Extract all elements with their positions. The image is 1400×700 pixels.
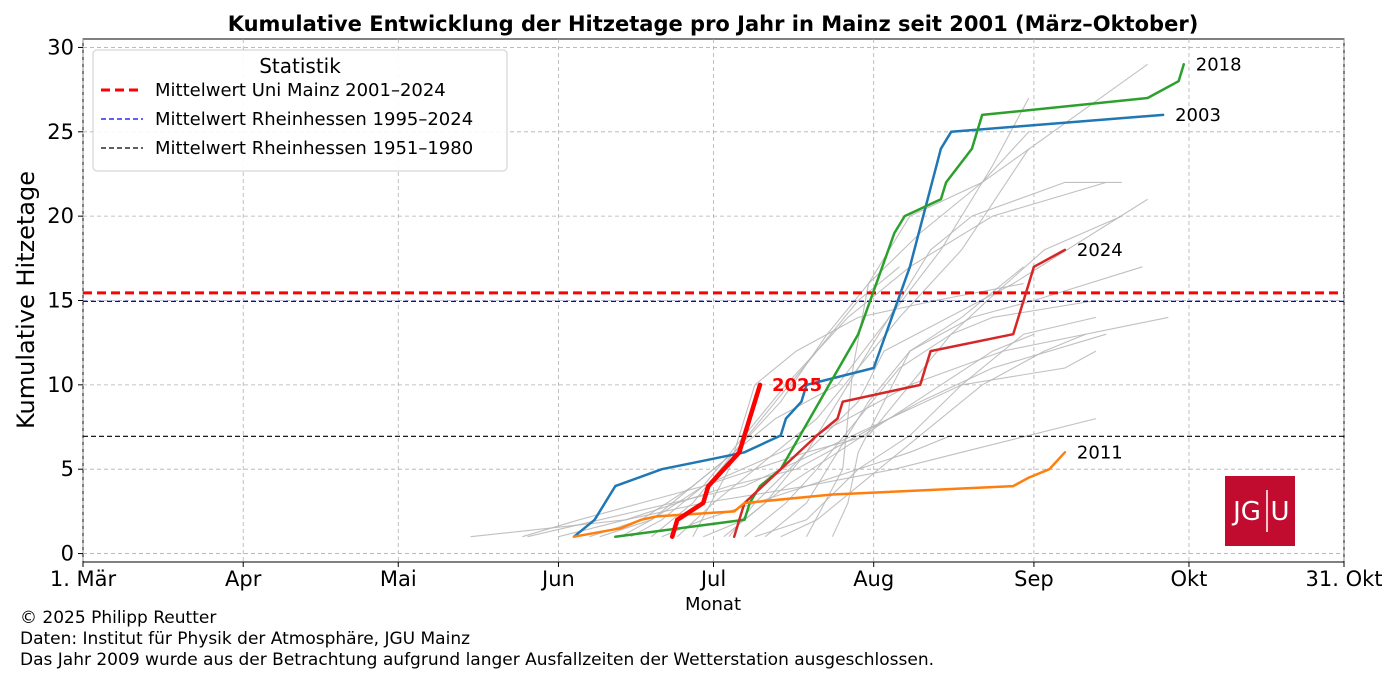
reference-lines [83,291,1344,437]
legend-title: Statistik [259,54,341,78]
x-axis-label: Monat [685,594,741,615]
series-label-2011: 2011 [1077,442,1123,463]
y-axis-ticks: 0 5 10 15 20 25 30 [47,35,83,566]
series-line-2025 [669,382,763,539]
logo-background [1225,476,1295,546]
series-labels: 2003 2018 2024 2011 2025 [772,54,1242,463]
legend-entry-label: Mittelwert Rheinhessen 1951–1980 [155,138,473,159]
x-tick-label: Okt [1170,567,1207,591]
x-tick-label: 1. Mär [50,567,117,591]
y-tick-label: 15 [47,289,74,313]
chart-title: Kumulative Entwicklung der Hitzetage pro… [228,12,1199,36]
background-year-line [589,266,900,538]
y-tick-label: 10 [47,373,74,397]
legend-entry-label: Mittelwert Rheinhessen 1995–2024 [155,109,473,130]
footer-copyright: © 2025 Philipp Reutter [20,608,216,628]
y-axis-label: Kumulative Hitzetage [12,171,40,429]
series-label-2024: 2024 [1077,240,1123,261]
legend-box [92,49,508,172]
background-year-line [661,434,952,538]
background-year-line [754,316,1097,538]
y-tick-label: 20 [47,204,74,228]
legend-entries: Mittelwert Uni Mainz 2001–2024 Mittelwert… [101,80,473,159]
series-line-2018 [614,63,1186,538]
logo-text-right: U [1270,497,1289,527]
legend-entry-label: Mittelwert Uni Mainz 2001–2024 [155,80,446,101]
background-year-line [630,181,1107,538]
x-axis-ticks: 1. Mär Apr Mai Jun Jul Aug Sep Okt 31. Okt [50,562,1383,591]
background-year-line [780,333,1086,538]
background-year-line [831,266,1024,537]
background-year-line [676,148,1030,538]
x-tick-label: Mai [380,567,417,591]
y-tick-label: 0 [61,542,74,566]
series-line-2024 [732,248,1067,538]
background-year-line [522,316,1169,538]
series-label-2025: 2025 [772,375,822,396]
legend: Statistik Mittelwert Uni Mainz 2001–2024… [92,49,508,172]
x-tick-label: Jun [540,567,575,591]
series-label-2018: 2018 [1196,54,1242,75]
x-tick-label: Sep [1014,567,1054,591]
background-year-line [723,181,1122,538]
background-year-line [527,350,1097,538]
footer-note: Das Jahr 2009 wurde aus der Betrachtung … [20,650,934,670]
x-tick-label: Aug [853,567,894,591]
series-label-2003: 2003 [1175,105,1221,126]
y-tick-label: 30 [47,35,74,59]
footer-source: Daten: Institut für Physik der Atmosphär… [20,629,470,649]
footer: © 2025 Philipp Reutter Daten: Institut f… [20,608,934,670]
logo-text-left: JG [1231,497,1261,527]
y-tick-label: 5 [61,457,74,481]
x-tick-label: Jul [699,567,726,591]
x-tick-label: Apr [225,567,262,591]
highlighted-years [572,63,1186,539]
background-year-line [558,333,1107,538]
series-line-2003 [572,113,1165,538]
series-line-2011 [572,451,1067,538]
jgu-logo: JG U [1225,476,1295,546]
y-tick-label: 25 [47,120,74,144]
x-tick-label: 31. Okt [1306,567,1383,591]
